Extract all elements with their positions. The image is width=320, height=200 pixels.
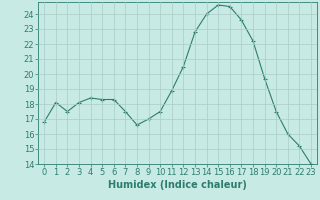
X-axis label: Humidex (Indice chaleur): Humidex (Indice chaleur) xyxy=(108,180,247,190)
